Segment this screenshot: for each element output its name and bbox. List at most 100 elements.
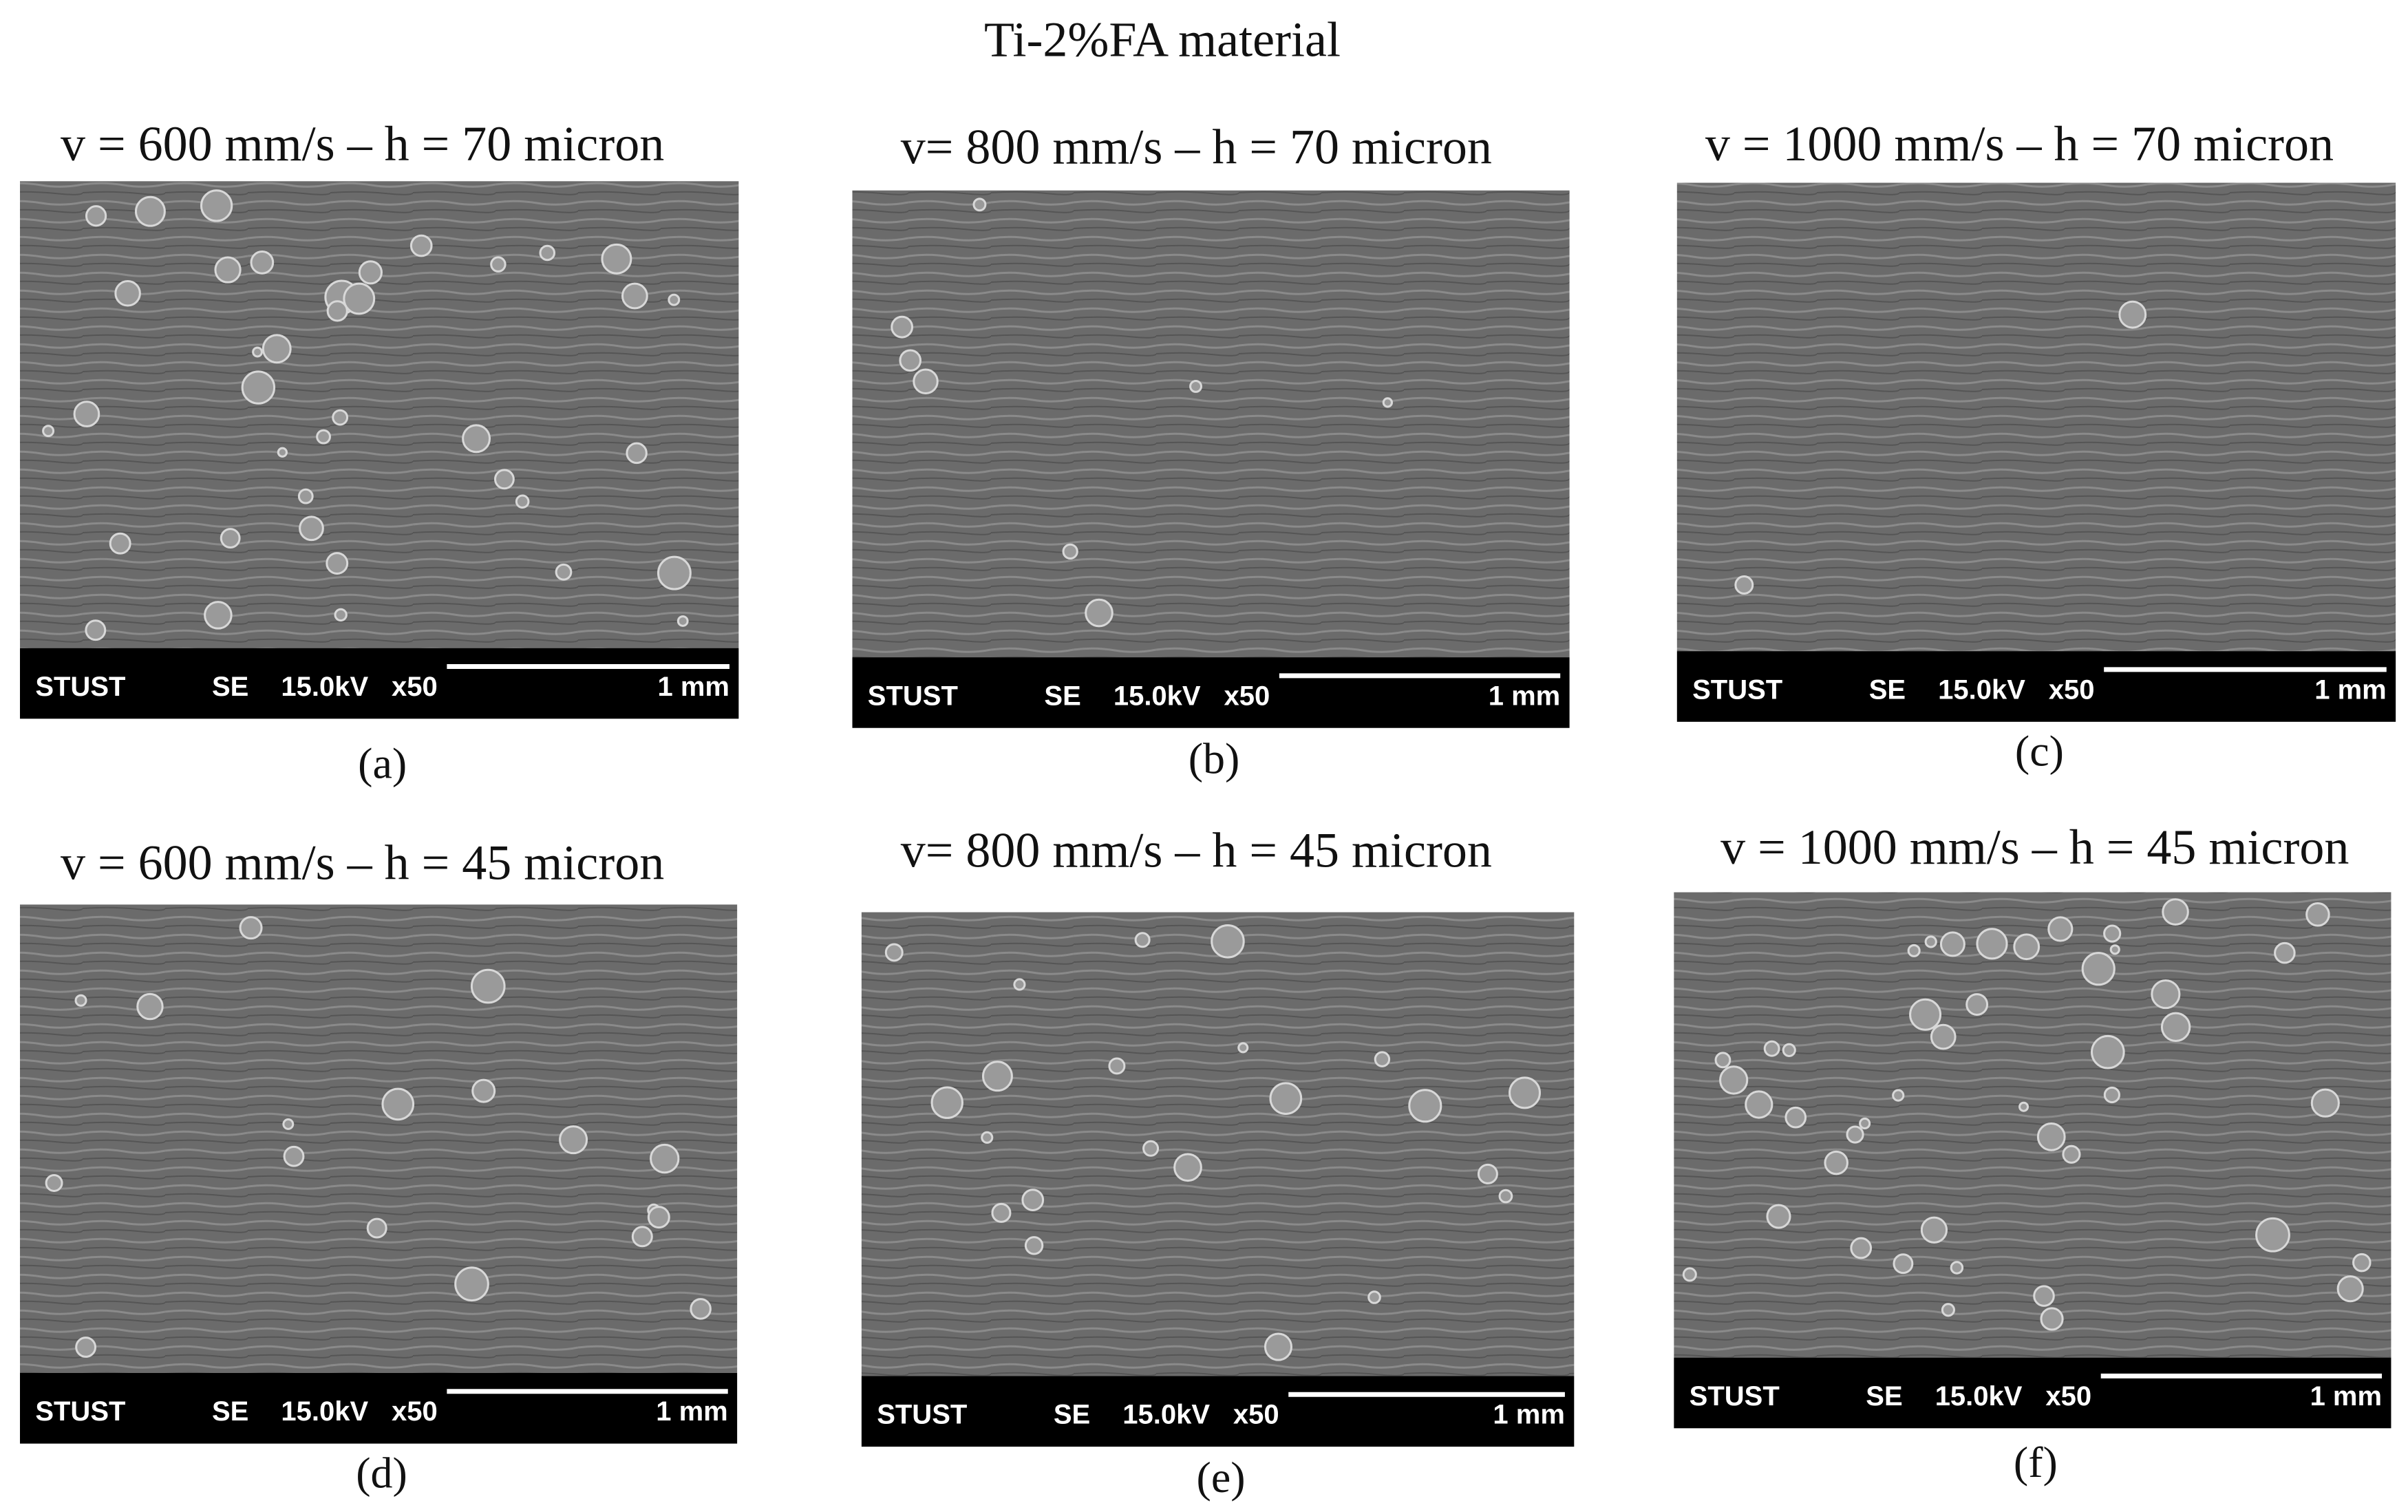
particle: [1382, 397, 1394, 408]
particle: [930, 1086, 963, 1119]
sem-image: [861, 912, 1575, 1376]
particle: [690, 1298, 712, 1320]
info-magnification: x50: [392, 672, 438, 702]
particle: [676, 615, 689, 627]
particle: [2103, 924, 2122, 943]
info-mode: SE: [212, 1396, 248, 1427]
particle: [358, 260, 383, 285]
particle: [555, 563, 573, 581]
particle: [297, 488, 314, 504]
sem-image: [20, 904, 738, 1373]
info-voltage: 15.0kV: [281, 1396, 368, 1427]
particle: [1965, 993, 1989, 1016]
particle: [299, 515, 324, 542]
info-scale: 1 mm: [2310, 1381, 2383, 1412]
particle: [471, 1078, 496, 1103]
particle: [657, 555, 692, 590]
info-voltage: 15.0kV: [1122, 1400, 1210, 1430]
particle: [1509, 1076, 1541, 1109]
particle: [239, 916, 263, 940]
info-voltage: 15.0kV: [1935, 1381, 2023, 1412]
particle: [1062, 543, 1078, 560]
particle: [913, 368, 939, 394]
particle: [250, 251, 275, 275]
panel-caption: (e): [1197, 1453, 1246, 1502]
particle: [2033, 1285, 2055, 1307]
particle: [2040, 1307, 2064, 1331]
particle: [991, 1202, 1012, 1223]
particle: [2062, 1144, 2081, 1164]
particle: [1734, 575, 1754, 595]
particle: [1269, 1082, 1303, 1116]
panel-heading: v = 1000 mm/s – h = 70 micron: [1705, 116, 2334, 171]
particle: [1859, 1117, 1871, 1129]
particle: [559, 1125, 588, 1155]
particle: [334, 608, 348, 622]
panel-caption: (b): [1189, 734, 1240, 783]
sem-panel: v = 1000 mm/s – h = 70 micron STUST SE 15.0…: [1676, 116, 2396, 776]
info-bar: [852, 657, 1570, 728]
particle: [1189, 379, 1202, 393]
info-scale: 1 mm: [2314, 674, 2387, 705]
particle: [2151, 979, 2181, 1010]
particle: [2255, 1217, 2290, 1253]
particle: [1264, 1332, 1293, 1361]
particle: [1941, 1303, 1955, 1317]
particle: [2109, 944, 2120, 955]
particle: [891, 315, 914, 339]
particle: [214, 256, 242, 284]
info-mode: SE: [212, 672, 248, 702]
panel-heading: v = 600 mm/s – h = 70 micron: [61, 116, 664, 171]
figure-title: Ti-2%FA material: [984, 12, 1341, 67]
particle: [1085, 598, 1114, 628]
info-voltage: 15.0kV: [281, 672, 368, 702]
particle: [2013, 933, 2041, 961]
particle: [470, 968, 506, 1004]
info-mode: SE: [1054, 1400, 1090, 1430]
particle: [972, 198, 987, 212]
particle: [1108, 1057, 1126, 1075]
particle: [2118, 300, 2147, 329]
particle: [282, 1118, 295, 1130]
particle: [650, 1143, 680, 1174]
sem-panel: v = 600 mm/s – h = 70 micron STUST SE 15.0k…: [20, 116, 739, 787]
info-scale: 1 mm: [656, 1396, 728, 1427]
particle: [326, 552, 349, 575]
particle: [647, 1206, 670, 1229]
particle: [539, 244, 556, 262]
panel-caption: (d): [356, 1448, 407, 1497]
particle: [2103, 1086, 2120, 1104]
info-bar: [1676, 651, 2396, 722]
info-operator: STUST: [35, 1396, 125, 1427]
particle: [631, 1226, 653, 1248]
particle: [1763, 1040, 1780, 1057]
particle: [1976, 928, 2008, 960]
particle: [114, 279, 141, 307]
particle: [241, 370, 276, 405]
particle: [381, 1087, 415, 1121]
particle: [1782, 1043, 1796, 1057]
info-voltage: 15.0kV: [1938, 674, 2025, 705]
particle: [899, 349, 922, 372]
particle: [2018, 1101, 2029, 1112]
particle: [2036, 1122, 2066, 1151]
particle: [42, 425, 55, 438]
particle: [621, 282, 648, 310]
particle: [85, 205, 107, 227]
info-operator: STUST: [1690, 1381, 1780, 1412]
particle: [74, 994, 87, 1007]
info-magnification: x50: [2049, 674, 2095, 705]
particle: [136, 992, 164, 1021]
info-bar: [20, 648, 739, 719]
panel-heading: v = 600 mm/s – h = 45 micron: [61, 835, 664, 890]
particle: [981, 1061, 1013, 1092]
info-bar: [861, 1376, 1575, 1447]
particle: [1950, 1261, 1964, 1275]
particle: [409, 234, 433, 257]
particle: [668, 293, 681, 306]
sem-panel: v= 800 mm/s – h = 70 micron STUST SE 15.0kV…: [852, 119, 1570, 783]
sem-image: [1676, 182, 2396, 652]
particle: [1134, 932, 1151, 948]
sem-panel: v= 800 mm/s – h = 45 micron STUST SE 15.0kV…: [861, 822, 1575, 1502]
